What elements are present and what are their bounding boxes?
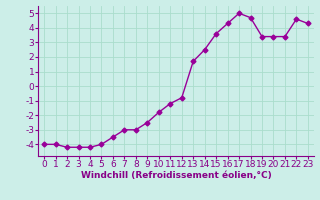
X-axis label: Windchill (Refroidissement éolien,°C): Windchill (Refroidissement éolien,°C) bbox=[81, 171, 271, 180]
